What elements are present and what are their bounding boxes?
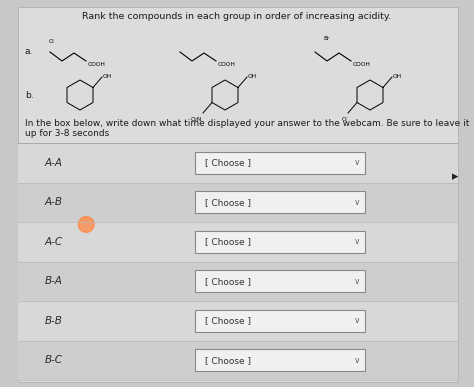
Bar bbox=[195, 191, 365, 213]
Text: [ Choose ]: [ Choose ] bbox=[205, 316, 251, 325]
Bar bbox=[18, 341, 458, 380]
Text: [ Choose ]: [ Choose ] bbox=[205, 198, 251, 207]
Text: v: v bbox=[355, 237, 359, 246]
Bar bbox=[195, 310, 365, 332]
Text: B-A: B-A bbox=[45, 276, 63, 286]
Text: b.: b. bbox=[25, 91, 34, 100]
Bar bbox=[195, 270, 365, 292]
Text: a.: a. bbox=[25, 47, 33, 56]
Text: v: v bbox=[355, 316, 359, 325]
Text: OH: OH bbox=[103, 75, 112, 79]
Text: COOH: COOH bbox=[353, 62, 371, 67]
Text: B-C: B-C bbox=[45, 355, 63, 365]
Text: [ Choose ]: [ Choose ] bbox=[205, 237, 251, 246]
Text: OH: OH bbox=[248, 75, 257, 79]
Text: In the box below, write down what time displayed your answer to the webcam. Be s: In the box below, write down what time d… bbox=[25, 119, 469, 128]
Text: Cl: Cl bbox=[341, 117, 347, 122]
Text: v: v bbox=[355, 356, 359, 365]
Text: COOH: COOH bbox=[88, 62, 106, 67]
Text: A-A: A-A bbox=[45, 158, 63, 168]
Text: ▸: ▸ bbox=[452, 171, 458, 183]
Text: A-C: A-C bbox=[45, 237, 63, 247]
Text: A-B: A-B bbox=[45, 197, 63, 207]
Text: Rank the compounds in each group in order of increasing acidity.: Rank the compounds in each group in orde… bbox=[82, 12, 392, 21]
Bar bbox=[195, 349, 365, 371]
Text: Cl: Cl bbox=[49, 39, 55, 44]
Circle shape bbox=[78, 217, 94, 232]
Text: OH: OH bbox=[393, 75, 402, 79]
Bar bbox=[18, 222, 458, 262]
Text: Br: Br bbox=[324, 36, 330, 41]
Text: [ Choose ]: [ Choose ] bbox=[205, 158, 251, 167]
Bar bbox=[18, 143, 458, 183]
Bar bbox=[195, 231, 365, 253]
Text: [ Choose ]: [ Choose ] bbox=[205, 277, 251, 286]
Text: B-B: B-B bbox=[45, 316, 63, 326]
Bar bbox=[195, 152, 365, 174]
Text: O₂N: O₂N bbox=[191, 117, 202, 122]
Bar bbox=[18, 301, 458, 341]
Text: v: v bbox=[355, 198, 359, 207]
Text: up for 3-8 seconds: up for 3-8 seconds bbox=[25, 129, 109, 138]
Bar bbox=[18, 262, 458, 301]
Text: v: v bbox=[355, 277, 359, 286]
Bar bbox=[18, 183, 458, 222]
Text: COOH: COOH bbox=[218, 62, 236, 67]
Text: [ Choose ]: [ Choose ] bbox=[205, 356, 251, 365]
Text: v: v bbox=[355, 158, 359, 167]
